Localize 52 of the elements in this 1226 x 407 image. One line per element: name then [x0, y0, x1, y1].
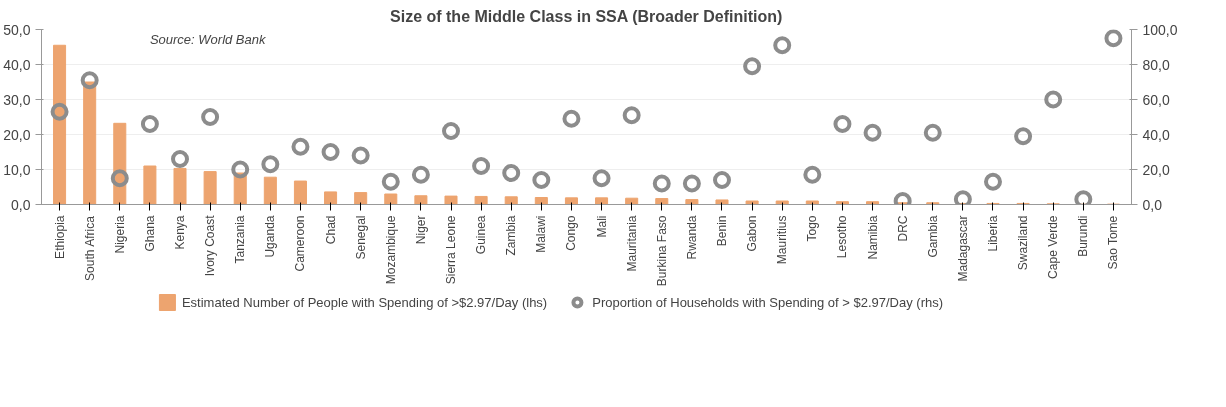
x-tick-label: Mauritania: [624, 215, 639, 272]
x-tick-label: Senegal: [353, 215, 368, 260]
x-tick-label: Chad: [323, 215, 338, 245]
x-tick-label: Ivory Coast: [203, 214, 218, 277]
x-tick-label: Sao Tome: [1106, 215, 1121, 270]
x-tick-label: Cameroon: [293, 215, 308, 272]
annotation: Source: World Bank: [149, 32, 267, 47]
x-tick-label: Nigeria: [112, 215, 127, 254]
x-tick-label: Benin: [715, 215, 729, 247]
x-tick-label: Ghana: [142, 215, 157, 252]
x-tick-label: DRC: [895, 215, 910, 242]
x-tick-label: Mali: [594, 215, 609, 238]
x-tick-label: Togo: [805, 215, 820, 242]
y-tick-label: 10,0: [3, 161, 31, 178]
x-tick-label: Zambia: [504, 215, 519, 256]
x-tick-label: Malawi: [534, 215, 549, 253]
y2-tick-label: 80,0: [1142, 56, 1170, 73]
x-tick-label: Uganda: [263, 215, 278, 258]
y2-tick-label: 20,0: [1142, 161, 1170, 178]
chart-title: Size of the Middle Class in SSA (Broader Definition): [390, 7, 783, 25]
x-tick-label: Swaziland: [1016, 215, 1031, 271]
y-tick-label: 40,0: [3, 56, 31, 73]
x-tick-label: Ethiopia: [52, 215, 67, 259]
x-tick-label: Madagascar: [955, 215, 970, 282]
x-tick-label: Sierra Leone: [444, 215, 458, 285]
y-tick-label: 50,0: [3, 21, 31, 38]
x-tick-label: Mauritius: [775, 215, 790, 265]
y-tick-label: 30,0: [3, 91, 31, 108]
x-tick-label: Cape Verde: [1046, 215, 1061, 279]
x-tick-label: Gabon: [745, 215, 760, 252]
y2-tick-label: 0,0: [1142, 196, 1163, 213]
x-tick-label: Tanzania: [233, 215, 248, 264]
x-tick-label: Namibia: [865, 215, 880, 260]
x-tick-label: Burundi: [1076, 215, 1091, 257]
x-tick-label: Burkina Faso: [654, 215, 669, 287]
x-tick-label: Rwanda: [684, 215, 699, 260]
legend-label: Estimated Number of People with Spending of >$2.97/Day (lhs): [181, 294, 548, 310]
x-tick-label: Mozambique: [383, 215, 398, 285]
x-tick-label: Kenya: [173, 215, 188, 250]
x-tick-label: Niger: [413, 215, 428, 245]
x-tick-label: Lesotho: [835, 215, 850, 259]
x-tick-label: South Africa: [82, 215, 97, 281]
x-tick-label: Gambia: [925, 215, 940, 258]
x-tick-label: Liberia: [985, 215, 1000, 252]
legend-label: Proportion of Households with Spending of > $2.97/Day (rhs): [592, 294, 944, 310]
y2-tick-label: 100,0: [1142, 21, 1178, 38]
x-tick-label: Congo: [564, 215, 579, 251]
y2-tick-label: 40,0: [1142, 126, 1170, 143]
y-tick-label: 20,0: [3, 126, 31, 143]
y-tick-label: 0,0: [11, 196, 31, 213]
x-tick-label: Guinea: [474, 215, 489, 255]
y2-tick-label: 60,0: [1142, 91, 1170, 108]
